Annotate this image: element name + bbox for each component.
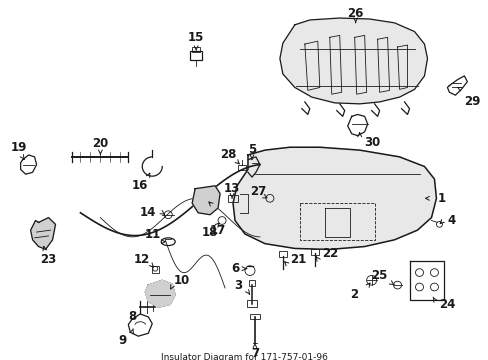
Text: 26: 26 [347,7,363,20]
Bar [310,249,318,255]
Bar [249,314,260,319]
Bar [248,280,254,286]
Text: 30: 30 [364,136,380,149]
Text: 11: 11 [145,229,161,242]
Polygon shape [145,280,175,307]
Text: 8: 8 [128,310,136,323]
Text: 10: 10 [174,274,190,287]
Polygon shape [192,186,220,215]
Text: 18: 18 [202,226,218,239]
Text: 25: 25 [371,269,387,282]
Polygon shape [233,147,436,249]
Text: 9: 9 [118,334,126,347]
Text: 5: 5 [247,143,256,156]
Text: 20: 20 [92,137,108,150]
Bar [246,300,256,307]
Text: 14: 14 [140,206,156,219]
Bar [238,165,245,170]
Text: Insulator Diagram for 171-757-01-96: Insulator Diagram for 171-757-01-96 [160,353,327,360]
Bar [192,47,200,52]
Text: 19: 19 [10,141,27,154]
Text: 17: 17 [209,224,226,237]
Text: 6: 6 [230,262,239,275]
Text: 22: 22 [321,247,337,260]
Text: 3: 3 [233,279,242,292]
Text: 15: 15 [187,31,204,44]
Text: 13: 13 [224,182,240,195]
Text: 1: 1 [436,192,445,205]
Text: 29: 29 [463,95,480,108]
Text: 24: 24 [438,298,455,311]
Bar [227,195,238,202]
Bar [278,251,286,257]
Text: 16: 16 [132,179,148,192]
Text: 7: 7 [250,347,259,360]
Text: 4: 4 [447,214,455,227]
Text: 23: 23 [41,253,57,266]
Text: 2: 2 [350,288,358,301]
Polygon shape [279,18,427,104]
Text: 21: 21 [289,253,305,266]
Bar [152,266,159,273]
Polygon shape [31,217,56,249]
Text: 28: 28 [220,148,236,161]
Text: 27: 27 [249,185,265,198]
Bar [190,51,202,60]
Text: 12: 12 [134,253,150,266]
